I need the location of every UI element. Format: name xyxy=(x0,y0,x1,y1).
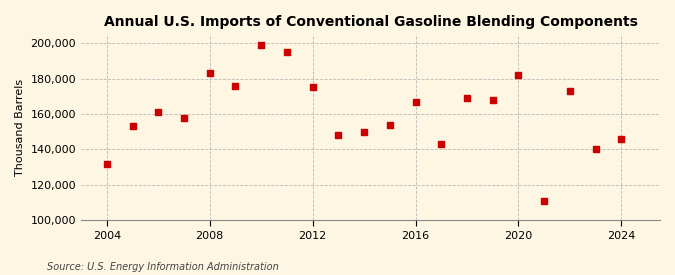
Point xyxy=(281,50,292,54)
Title: Annual U.S. Imports of Conventional Gasoline Blending Components: Annual U.S. Imports of Conventional Gaso… xyxy=(103,15,637,29)
Point xyxy=(205,71,215,76)
Point xyxy=(564,89,575,93)
Point xyxy=(179,116,190,120)
Text: Source: U.S. Energy Information Administration: Source: U.S. Energy Information Administ… xyxy=(47,262,279,272)
Point xyxy=(436,142,447,146)
Point xyxy=(256,43,267,47)
Point xyxy=(153,110,163,114)
Point xyxy=(230,84,241,88)
Point xyxy=(385,122,396,127)
Point xyxy=(616,137,627,141)
Point xyxy=(358,130,369,134)
Point xyxy=(539,199,549,203)
Point xyxy=(307,85,318,90)
Point xyxy=(333,133,344,138)
Point xyxy=(410,100,421,104)
Point xyxy=(101,161,112,166)
Point xyxy=(590,147,601,152)
Point xyxy=(462,96,472,100)
Y-axis label: Thousand Barrels: Thousand Barrels xyxy=(15,79,25,176)
Point xyxy=(487,98,498,102)
Point xyxy=(513,73,524,77)
Point xyxy=(127,124,138,129)
